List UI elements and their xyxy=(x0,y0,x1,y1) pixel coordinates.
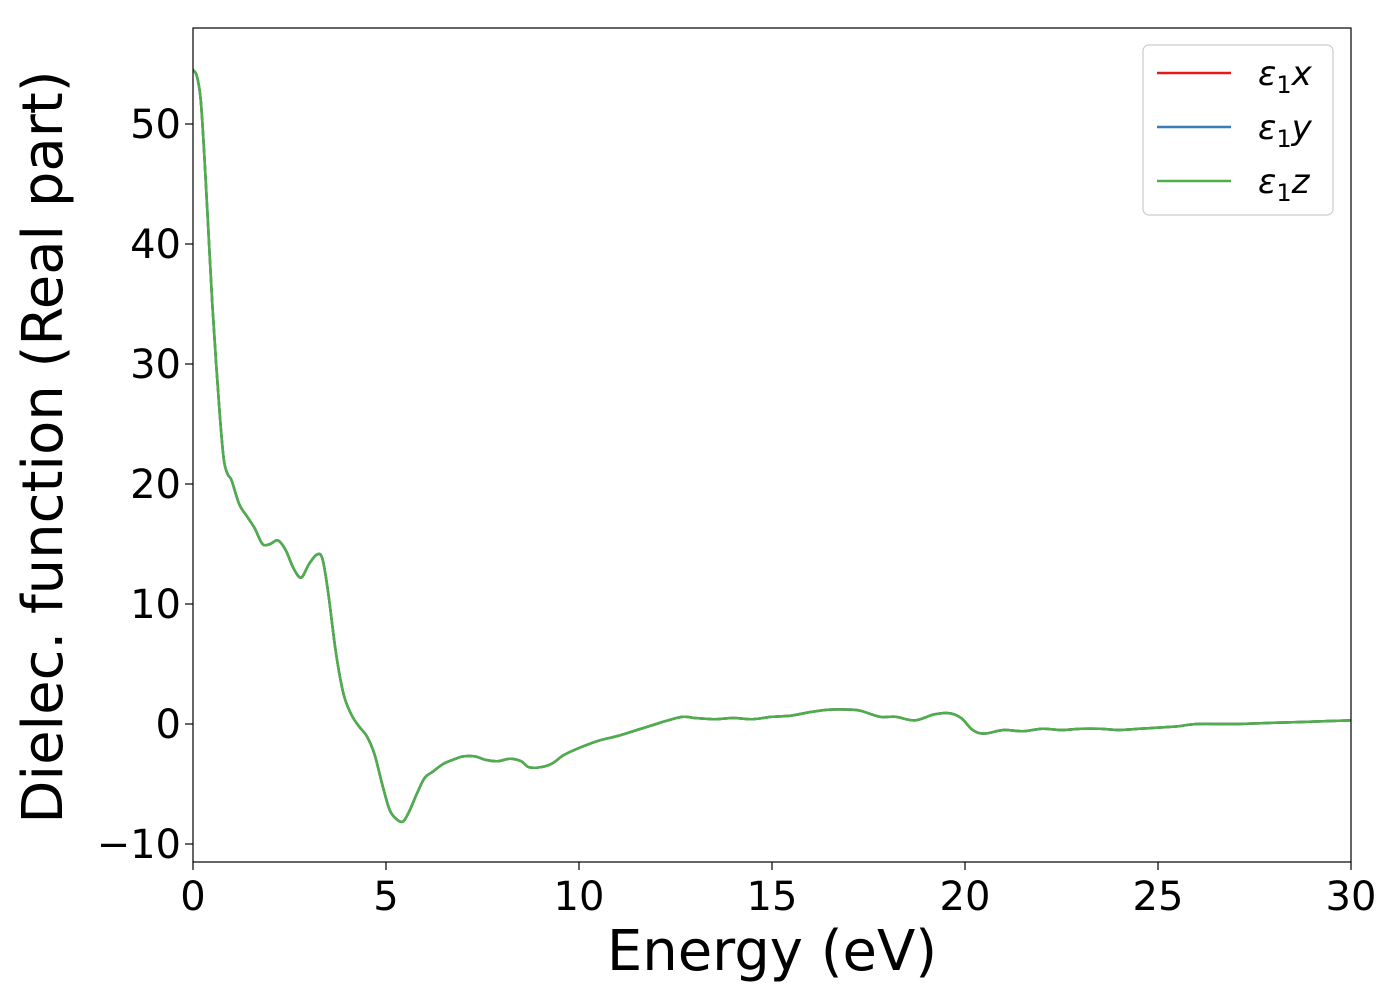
legend-main: ε xyxy=(1258,108,1276,148)
y-tick-label: 30 xyxy=(130,342,181,388)
legend-subscript: 1 xyxy=(1276,125,1291,153)
y-tick-label: 10 xyxy=(130,582,181,628)
legend-variable: x xyxy=(1291,54,1313,94)
series-layer xyxy=(193,68,1351,824)
x-axis-label: Energy (eV) xyxy=(607,919,937,984)
legend-box xyxy=(1142,44,1334,216)
y-tick-label: 40 xyxy=(130,222,181,268)
legend-variable: y xyxy=(1291,108,1313,148)
x-tick-label: 15 xyxy=(747,874,798,920)
y-tick-label: 20 xyxy=(130,462,181,508)
x-tick-label: 5 xyxy=(373,874,398,920)
y-axis-ticks: −10 0 10 20 30 40 50 xyxy=(97,102,193,868)
legend-label-x: ε1x xyxy=(1258,54,1313,99)
y-tick-label: −10 xyxy=(97,822,181,868)
y-tick-label: 50 xyxy=(130,102,181,148)
x-tick-label: 10 xyxy=(554,874,605,920)
x-axis-ticks: 0 5 10 15 20 25 30 xyxy=(180,862,1376,920)
legend-label-z: ε1z xyxy=(1258,162,1311,207)
x-tick-label: 20 xyxy=(940,874,991,920)
legend-main: ε xyxy=(1258,162,1276,202)
series-line-z xyxy=(193,68,1351,824)
x-tick-label: 0 xyxy=(180,874,205,920)
y-tick-label: 0 xyxy=(156,702,181,748)
legend-variable: z xyxy=(1291,162,1311,202)
x-tick-label: 30 xyxy=(1326,874,1377,920)
legend-subscript: 1 xyxy=(1276,179,1291,207)
legend-subscript: 1 xyxy=(1276,71,1291,99)
legend-label-y: ε1y xyxy=(1258,108,1313,153)
legend-main: ε xyxy=(1258,54,1276,94)
x-tick-label: 25 xyxy=(1133,874,1184,920)
y-axis-label: Dielec. function (Real part) xyxy=(11,70,76,823)
